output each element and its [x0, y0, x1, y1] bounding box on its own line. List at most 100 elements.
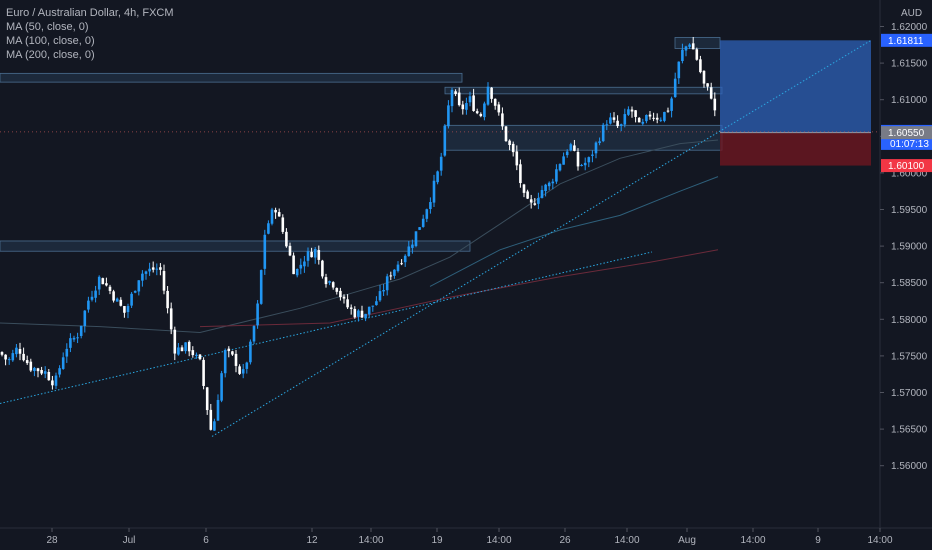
candle-body: [598, 141, 601, 143]
candle-body: [313, 249, 317, 258]
time-tick-label: 9: [815, 535, 821, 546]
candle-body: [353, 308, 357, 318]
price-tick-label: 1.60000: [891, 168, 928, 179]
ma50-line: [0, 139, 719, 334]
candle-body: [281, 217, 285, 232]
ma200-legend[interactable]: MA (200, close, 0): [6, 49, 95, 61]
candle-body: [90, 296, 94, 300]
price-tick-label: 1.57500: [891, 351, 928, 362]
candle-body: [583, 162, 587, 166]
moving-average-lines: [0, 139, 719, 334]
candle-body: [29, 361, 33, 371]
candle-body: [40, 370, 43, 374]
time-tick-label: 28: [46, 535, 58, 546]
candle-body: [364, 313, 367, 319]
candle-body: [274, 209, 277, 213]
ma200-line: [199, 249, 719, 328]
price-tag-entry: 1.60550: [888, 128, 925, 139]
candle-body: [76, 337, 79, 339]
candle-body: [684, 46, 688, 51]
candle-body: [497, 104, 501, 113]
candle-body: [65, 348, 69, 357]
candle-body: [18, 349, 22, 354]
candle-body: [576, 151, 580, 167]
candle-body: [277, 212, 281, 217]
price-zone: [0, 72, 463, 83]
trendlines[interactable]: [0, 39, 872, 437]
countdown-label: 01:07:13: [890, 139, 929, 150]
symbol-title[interactable]: Euro / Australian Dollar, 4h, FXCM: [6, 7, 174, 19]
candle-body: [389, 275, 393, 277]
time-tick-label: 14:00: [614, 535, 639, 546]
candle-body: [551, 181, 555, 184]
candle-body: [465, 103, 468, 110]
candle-body: [112, 291, 115, 301]
price-tick-label: 1.59500: [891, 205, 928, 216]
candle-body: [61, 357, 65, 369]
candle-body: [205, 387, 209, 411]
price-axis[interactable]: 1.620001.615001.610001.605001.600001.595…: [880, 8, 928, 472]
candle-body: [382, 290, 385, 292]
candle-body: [439, 156, 443, 171]
candle-body: [666, 110, 670, 112]
candles: [0, 36, 717, 431]
candle-body: [468, 96, 472, 103]
candle-body: [270, 209, 274, 224]
candle-body: [227, 348, 231, 352]
candle-body: [119, 299, 123, 306]
time-tick-label: Aug: [678, 535, 696, 546]
time-tick-label: 14:00: [867, 535, 892, 546]
ma50-legend[interactable]: MA (50, close, 0): [6, 21, 89, 33]
candle-body: [483, 103, 486, 118]
candle-body: [522, 184, 526, 193]
time-axis[interactable]: 28 Jul 6 12 14:00 19 14:00 26 14:00 Aug 14:00 9 14:0…: [46, 528, 893, 546]
chart-legend: Euro / Australian Dollar, 4h, FXCM MA (5…: [6, 6, 174, 62]
candle-body: [11, 353, 15, 361]
candle-body: [619, 124, 623, 126]
candle-body: [25, 360, 29, 364]
candle-body: [216, 399, 220, 421]
candle-body: [681, 49, 684, 62]
candle-body: [670, 98, 673, 111]
candle-body: [648, 114, 652, 117]
candle-body: [259, 270, 263, 304]
candle-body: [220, 373, 223, 401]
price-zone: [444, 124, 723, 151]
candle-body: [141, 273, 144, 281]
price-tick-label: 1.56500: [891, 425, 928, 436]
candle-body: [655, 117, 659, 120]
price-tick-label: 1.58000: [891, 315, 928, 326]
price-zone: [444, 86, 723, 95]
support-resistance-zones: [0, 37, 723, 252]
candle-body: [285, 231, 288, 247]
candle-body: [677, 61, 681, 79]
candle-body: [645, 114, 648, 122]
price-tag-bg-entry: [881, 126, 932, 140]
candle-body: [108, 286, 112, 291]
candle-body: [450, 89, 454, 107]
candle-body: [130, 293, 133, 306]
candle-body: [241, 369, 245, 374]
currency-label: AUD: [901, 8, 922, 19]
candle-body: [486, 86, 490, 105]
candle-body: [245, 362, 249, 369]
candle-body: [709, 87, 713, 99]
candle-body: [133, 290, 137, 293]
candle-body: [609, 117, 612, 124]
candle-body: [396, 264, 400, 271]
candle-body: [400, 263, 403, 265]
candle-body: [641, 121, 645, 124]
time-tick-label: 14:00: [740, 535, 765, 546]
candle-body: [177, 347, 180, 355]
ma100-legend[interactable]: MA (100, close, 0): [6, 35, 95, 47]
candle-body: [375, 301, 378, 306]
candle-body: [198, 354, 202, 360]
candle-body: [504, 126, 508, 142]
candle-body: [371, 305, 375, 307]
candle-body: [306, 251, 310, 261]
candle-body: [562, 156, 565, 165]
price-zone: [0, 240, 471, 252]
candle-body: [425, 209, 429, 219]
price-tag-bg-target: [881, 33, 932, 47]
